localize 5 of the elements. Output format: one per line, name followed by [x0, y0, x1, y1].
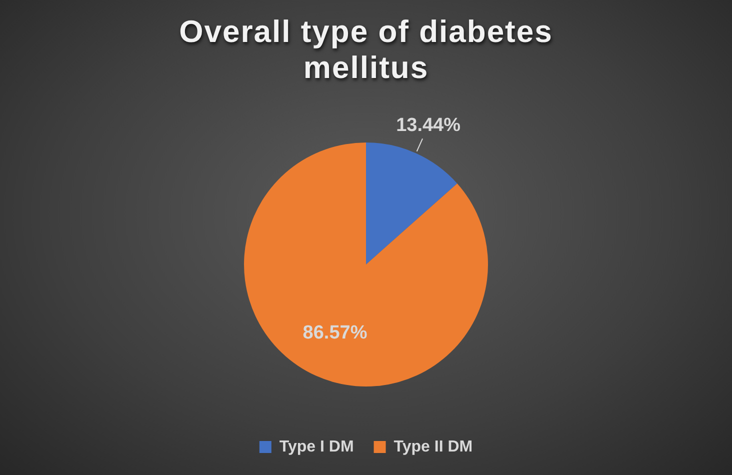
- data-label: 13.44%: [396, 115, 461, 136]
- legend-label: Type II DM: [394, 438, 473, 456]
- chart-title: Overall type of diabetes mellitus: [178, 14, 554, 86]
- data-label: 86.57%: [302, 322, 368, 344]
- legend-label: Type I DM: [279, 438, 354, 456]
